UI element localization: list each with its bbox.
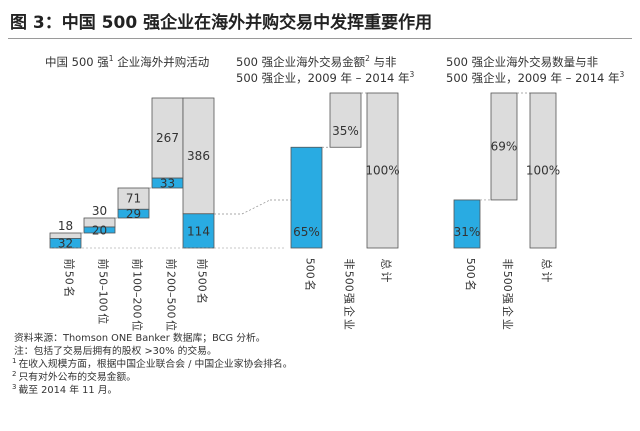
- svg-text:非: 非: [343, 259, 356, 270]
- bar-segment-other-4: [182, 97, 215, 215]
- svg-text:强: 强: [343, 293, 356, 304]
- svg-text:前: 前: [63, 259, 77, 270]
- svg-text:计: 计: [380, 272, 393, 283]
- bar-label-500-4: 114: [187, 224, 210, 238]
- svg-text:企: 企: [343, 306, 357, 317]
- svg-text:非: 非: [501, 259, 514, 270]
- bar-label-0: 31%: [454, 225, 481, 239]
- bar-label-0: 65%: [293, 225, 320, 239]
- svg-text:名: 名: [63, 286, 77, 297]
- svg-text:位: 位: [131, 320, 145, 331]
- bar-2: [529, 92, 557, 249]
- bar-label-500-1: 20: [92, 224, 107, 238]
- bar-segment-500-1: [83, 226, 116, 234]
- bar-label-500-0: 32: [58, 237, 73, 251]
- svg-text:100–200: 100–200: [131, 271, 144, 319]
- bar-label-other-2: 71: [126, 192, 141, 206]
- bar-segment-500-4: [182, 213, 215, 249]
- category-label-2: 总计: [540, 259, 554, 283]
- bar-label-other-0: 18: [58, 219, 73, 233]
- category-label-2: 总计: [380, 259, 394, 283]
- bar-2: [366, 92, 399, 249]
- svg-text:总: 总: [540, 259, 554, 270]
- bar-label-500-3: 33: [160, 177, 175, 191]
- footnote-note: 注：包括了交易后拥有的股权 >30% 的交易。: [14, 346, 217, 357]
- bar-label-other-4: 386: [187, 149, 210, 163]
- figure-title: 图 3：中国 500 强企业在海外并购交易中发挥重要作用: [10, 13, 433, 33]
- bar-label-1: 69%: [491, 139, 518, 153]
- svg-text:200–500: 200–500: [165, 271, 178, 319]
- footnotes: 资料来源：Thomson ONE Banker 数据库；BCG 分析。 注：包括…: [12, 332, 622, 397]
- svg-text:总: 总: [380, 259, 394, 270]
- footnote-3: 3 截至 2014 年 11 月。: [12, 382, 118, 396]
- svg-text:名: 名: [196, 293, 210, 304]
- bar-0: [453, 199, 481, 249]
- footnote-2: 2 只有对外公布的交易金额。: [12, 369, 137, 383]
- bar-segment-500-0: [49, 237, 82, 249]
- footnote-1: 1 在收入规模方面，根据中国企业联合会 / 中国企业家协会排名。: [12, 356, 293, 370]
- bar-label-other-3: 267: [156, 131, 179, 145]
- svg-text:位: 位: [97, 313, 111, 324]
- svg-text:前: 前: [196, 259, 210, 270]
- svg-text:业: 业: [343, 319, 356, 330]
- svg-text:前: 前: [131, 259, 145, 270]
- svg-text:50–100: 50–100: [97, 271, 110, 312]
- svg-text:企: 企: [501, 306, 515, 317]
- svg-text:50: 50: [63, 271, 76, 285]
- bar-label-2: 100%: [365, 164, 399, 178]
- title-divider: [8, 38, 632, 39]
- panel-title-line1: 500 强企业海外交易数量与非: [446, 55, 599, 69]
- panel-title: 中国 500 强1 企业海外并购活动: [45, 54, 209, 69]
- svg-text:前: 前: [97, 259, 111, 270]
- svg-text:名: 名: [464, 280, 478, 291]
- svg-text:前: 前: [165, 259, 179, 270]
- bar-1: [490, 92, 518, 201]
- cross-panel-connector-b: [241, 199, 271, 215]
- panel-title-line1: 500 强企业海外交易金额2 与非: [236, 54, 397, 69]
- svg-text:500: 500: [464, 258, 477, 279]
- bar-1: [329, 92, 362, 148]
- svg-text:500: 500: [304, 258, 317, 279]
- panel-title-line2: 500 强企业，2009 年 – 2014 年3: [236, 70, 415, 85]
- svg-text:业: 业: [501, 319, 514, 330]
- footnote-source: 资料来源：Thomson ONE Banker 数据库；BCG 分析。: [14, 333, 266, 344]
- panel-title-line2: 500 强企业，2009 年 – 2014 年3: [446, 70, 625, 85]
- svg-text:计: 计: [540, 272, 553, 283]
- svg-text:位: 位: [165, 320, 179, 331]
- svg-text:500: 500: [501, 271, 514, 292]
- svg-text:强: 强: [501, 293, 514, 304]
- svg-text:500: 500: [196, 271, 209, 292]
- bar-0: [290, 146, 323, 249]
- bar-label-500-2: 29: [126, 207, 141, 221]
- bar-label-1: 35%: [332, 124, 359, 138]
- svg-text:500: 500: [343, 271, 356, 292]
- bar-segment-500-2: [117, 208, 150, 219]
- bar-label-2: 100%: [526, 164, 560, 178]
- svg-text:名: 名: [304, 280, 318, 291]
- bar-label-other-1: 30: [92, 204, 107, 218]
